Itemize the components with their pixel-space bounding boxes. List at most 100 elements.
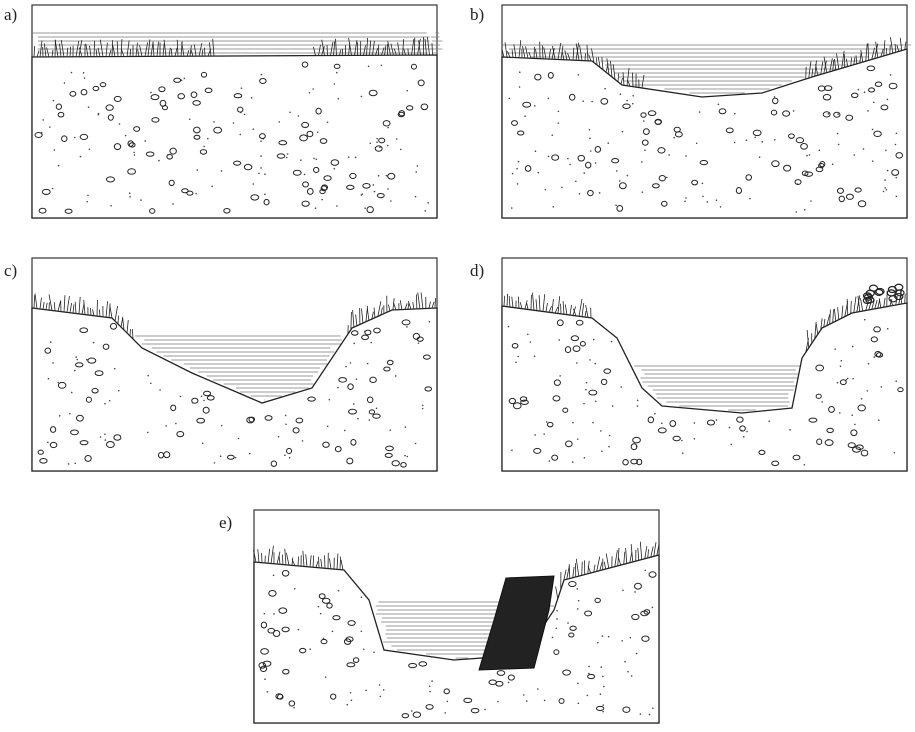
- grain: [575, 180, 577, 182]
- grain: [233, 122, 235, 124]
- grain: [140, 199, 142, 201]
- grain: [558, 339, 560, 341]
- grain: [806, 155, 808, 157]
- grain: [415, 443, 417, 445]
- grain: [592, 422, 594, 424]
- grain: [872, 160, 874, 162]
- grain: [364, 207, 366, 209]
- grain: [320, 613, 322, 615]
- grain: [858, 89, 860, 91]
- grain: [589, 129, 591, 131]
- grain: [293, 707, 295, 709]
- grain: [273, 613, 275, 615]
- grain: [379, 684, 381, 686]
- grain: [418, 342, 420, 344]
- grain: [52, 362, 54, 364]
- grain: [661, 423, 663, 425]
- grain: [406, 326, 408, 328]
- grain: [68, 463, 70, 465]
- grain: [508, 326, 510, 328]
- grain: [365, 690, 367, 692]
- grain: [600, 430, 602, 432]
- grain: [746, 431, 748, 433]
- grain: [649, 714, 651, 716]
- grain: [109, 400, 111, 402]
- grain: [578, 600, 580, 602]
- panel-label: d): [470, 261, 484, 280]
- grain: [429, 691, 431, 693]
- grain: [361, 193, 363, 195]
- grain: [396, 138, 398, 140]
- grain: [556, 610, 558, 612]
- grain: [890, 74, 892, 76]
- grain: [839, 412, 841, 414]
- grain: [45, 194, 47, 196]
- grain: [334, 83, 336, 85]
- grain: [75, 356, 77, 358]
- grain: [595, 162, 597, 164]
- grain: [325, 676, 327, 678]
- grain: [429, 321, 431, 323]
- grain: [586, 382, 588, 384]
- grain: [221, 425, 223, 427]
- grain: [238, 438, 240, 440]
- grain: [405, 426, 407, 428]
- grain: [572, 461, 574, 463]
- grain: [795, 211, 797, 213]
- grain: [318, 606, 320, 608]
- grain: [622, 589, 624, 591]
- grain: [556, 618, 558, 620]
- grain: [264, 194, 266, 196]
- grain: [620, 93, 622, 95]
- grain: [355, 157, 357, 159]
- grain: [312, 88, 314, 90]
- grain: [588, 666, 590, 668]
- grain: [104, 403, 106, 405]
- grain: [896, 196, 898, 198]
- grain: [545, 189, 547, 191]
- grain: [652, 607, 654, 609]
- grain: [608, 446, 610, 448]
- grain: [519, 71, 521, 73]
- grain: [516, 168, 518, 170]
- grain: [572, 422, 574, 424]
- grain: [370, 342, 372, 344]
- grain: [329, 399, 331, 401]
- grain: [589, 359, 591, 361]
- grain: [279, 121, 281, 123]
- grain: [424, 210, 426, 212]
- grain: [873, 102, 875, 104]
- grain: [338, 590, 340, 592]
- grain: [353, 403, 355, 405]
- grain: [376, 138, 378, 140]
- grain: [607, 142, 609, 144]
- grain: [884, 179, 886, 181]
- grain: [192, 402, 194, 404]
- grain: [357, 418, 359, 420]
- grain: [837, 382, 839, 384]
- grain: [602, 676, 604, 678]
- grain: [508, 98, 510, 100]
- grain: [183, 78, 185, 80]
- grain: [395, 375, 397, 377]
- grain: [304, 127, 306, 129]
- grain: [327, 121, 329, 123]
- grain: [363, 648, 365, 650]
- grain: [508, 682, 510, 684]
- grain: [846, 379, 848, 381]
- grain: [353, 343, 355, 345]
- grain: [523, 694, 525, 696]
- grain: [69, 413, 71, 415]
- grain: [379, 147, 381, 149]
- grain: [641, 191, 643, 193]
- grain: [144, 140, 146, 142]
- grass: [90, 308, 91, 315]
- grain: [105, 439, 107, 441]
- grain: [285, 415, 287, 417]
- grain: [883, 191, 885, 193]
- grain: [172, 203, 174, 205]
- grain: [159, 389, 161, 391]
- grain: [593, 339, 595, 341]
- grain: [356, 378, 358, 380]
